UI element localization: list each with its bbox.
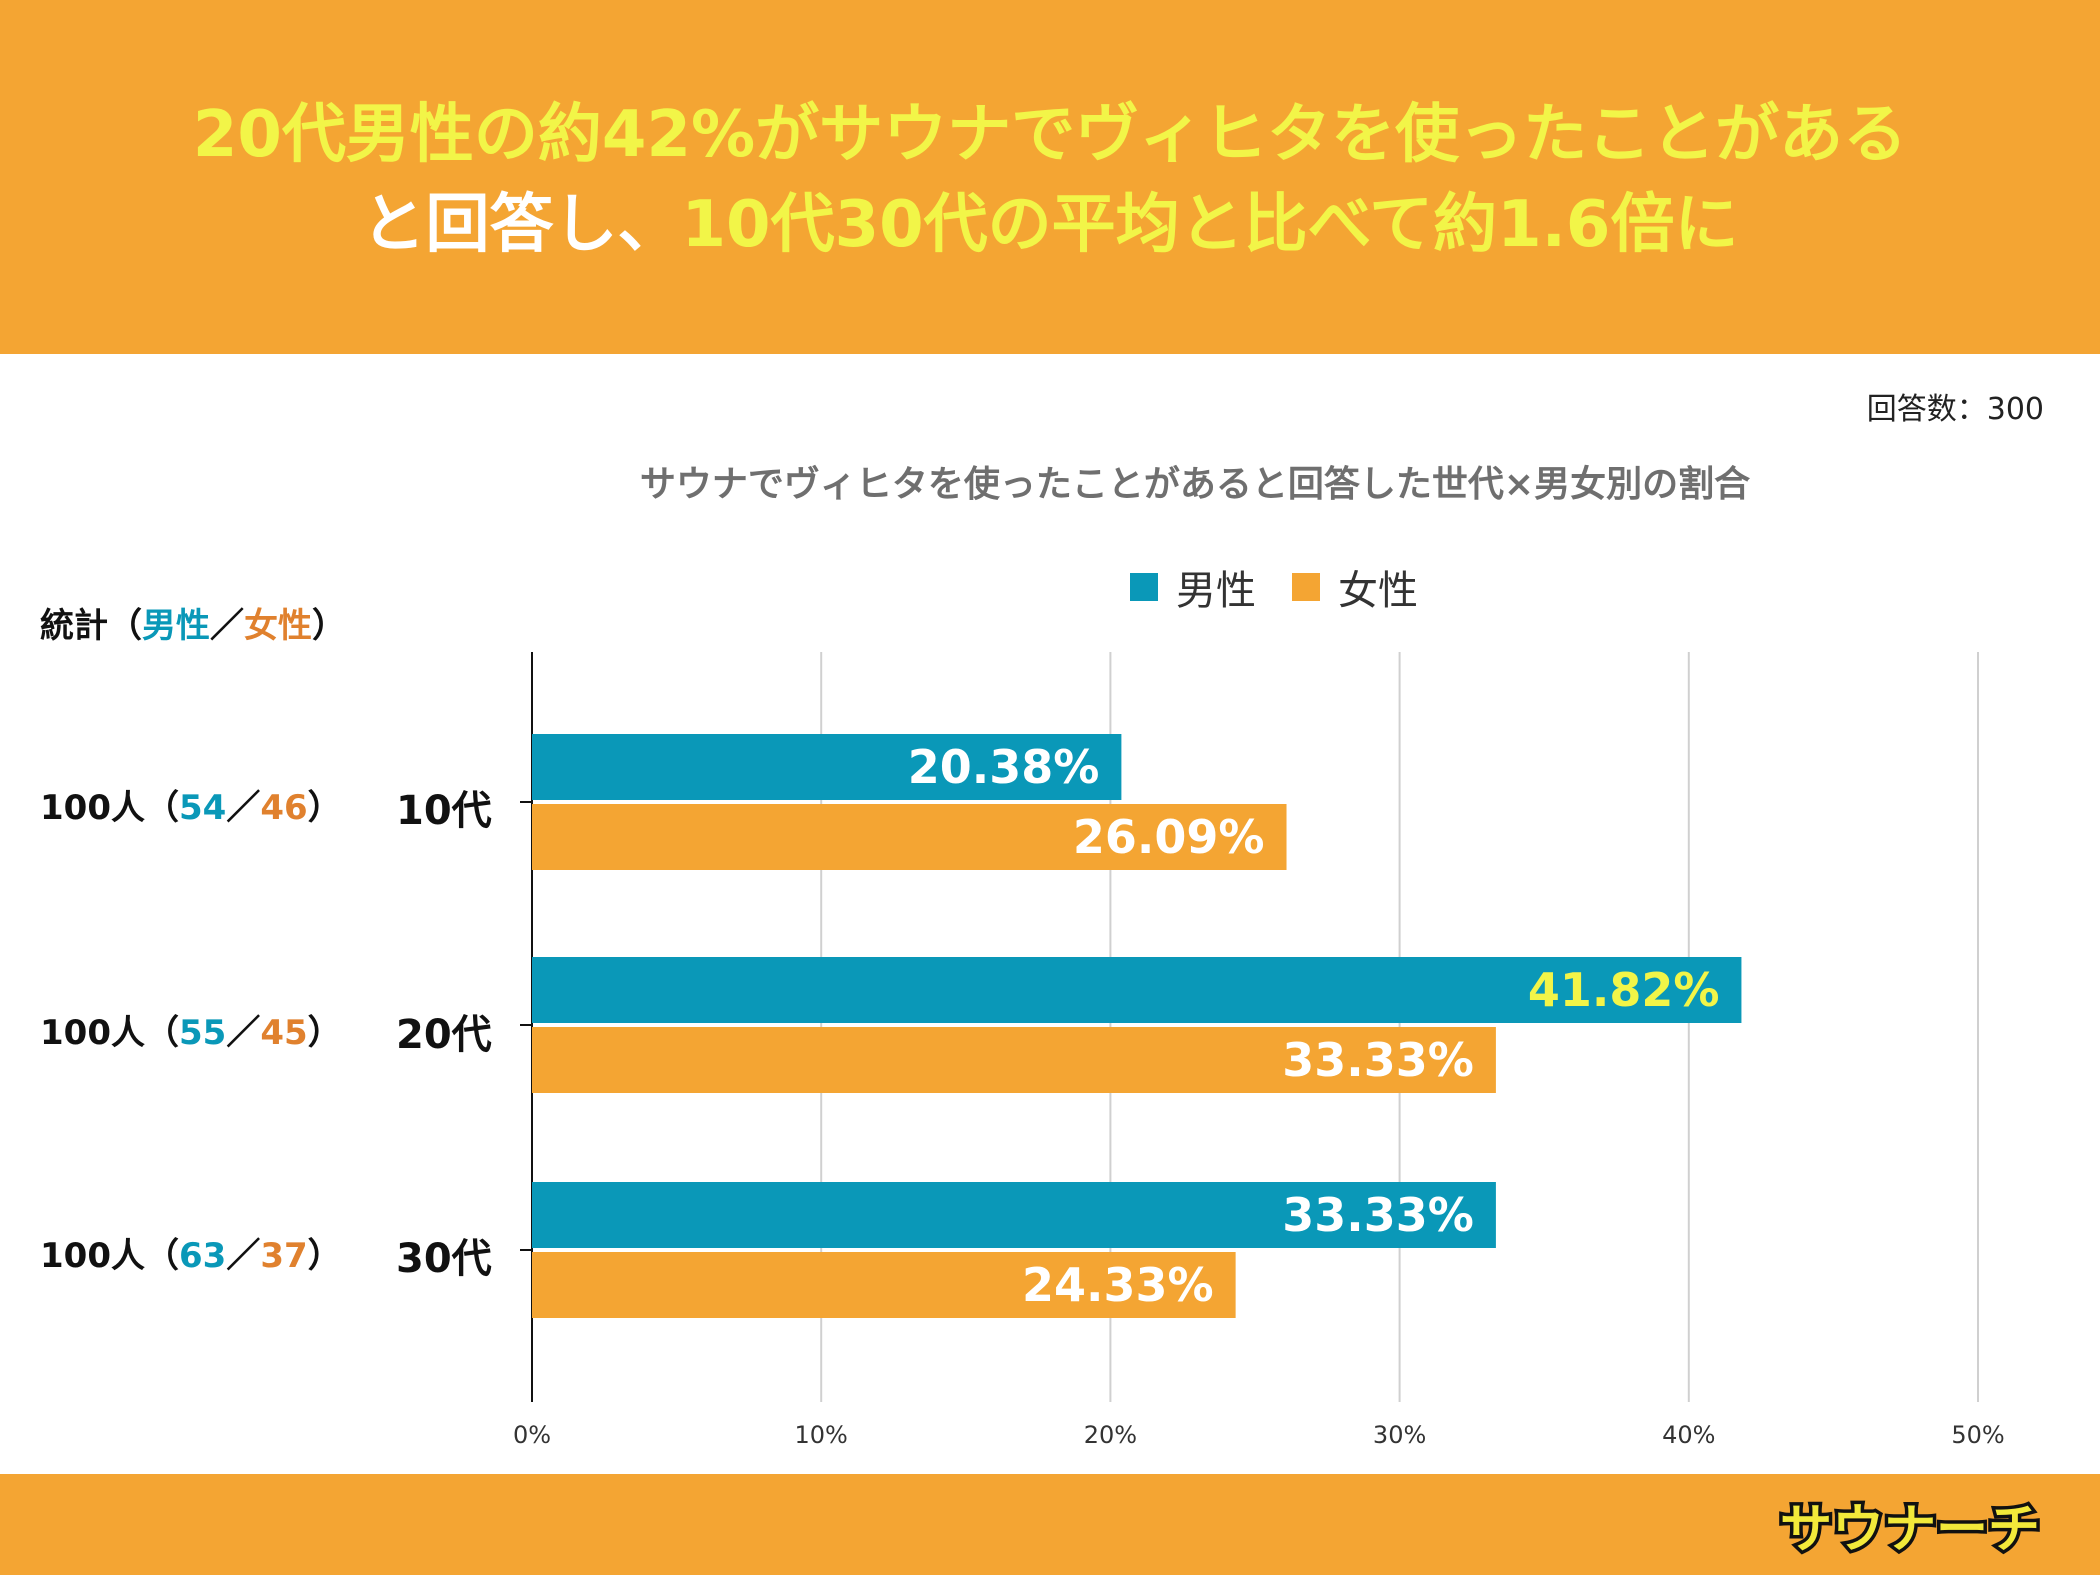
- stat-male-count: 55: [178, 1013, 227, 1053]
- x-tick-label: 20%: [1084, 1421, 1137, 1449]
- legend-swatch-male: [1130, 573, 1158, 601]
- stat-male-count: 63: [178, 1236, 227, 1276]
- stats-header-male: 男性: [142, 606, 210, 646]
- stats-header-suffix: ）: [312, 606, 346, 646]
- bar: [532, 1027, 1496, 1093]
- stat-row-30s: 100人（63／37）: [40, 1228, 342, 1277]
- x-tick-label: 40%: [1662, 1421, 1715, 1449]
- chart-legend: 男性 女性: [1130, 562, 1454, 614]
- legend-label-female: 女性: [1338, 568, 1418, 614]
- stat-row-20s: 100人（55／45）: [40, 1005, 342, 1054]
- x-tick-label: 30%: [1373, 1421, 1426, 1449]
- stat-sep: ／: [226, 1236, 261, 1276]
- bar-value-label: 41.82%: [1528, 963, 1720, 1017]
- stats-header-prefix: 統計（: [40, 606, 142, 646]
- legend-item-male: 男性: [1130, 558, 1256, 616]
- legend-label-male: 男性: [1176, 568, 1256, 614]
- stat-row-10s: 100人（54／46）: [40, 780, 342, 829]
- bar-value-label: 20.38%: [908, 740, 1100, 794]
- bar: [532, 1182, 1496, 1248]
- bar-value-label: 33.33%: [1282, 1188, 1474, 1242]
- stat-female-count: 45: [260, 1013, 308, 1053]
- chart-title: サウナでヴィヒタを使ったことがあると回答した世代×男女別の割合: [639, 464, 1751, 505]
- footer-banner: [0, 1474, 2100, 1575]
- header-banner: [0, 0, 2100, 354]
- x-tick-label: 50%: [1951, 1421, 2004, 1449]
- headline-line-2: と回答し、10代30代の平均と比べて約1.6倍に: [0, 180, 2100, 270]
- stat-total: 100人（: [40, 788, 179, 828]
- stats-header-sep: ／: [210, 606, 244, 646]
- stat-total: 100人（: [40, 1013, 179, 1053]
- stat-close: ）: [307, 1013, 342, 1053]
- bar-value-label: 26.09%: [1073, 810, 1265, 864]
- category-label-20s: 20代: [396, 1012, 492, 1058]
- sauna-hat-logo-icon: サウナーチ: [1776, 1497, 2043, 1564]
- legend-swatch-female: [1292, 573, 1320, 601]
- x-tick-label: 10%: [795, 1421, 848, 1449]
- legend-item-female: 女性: [1292, 558, 1418, 616]
- bar: [532, 1252, 1236, 1318]
- stats-header: 統計（男性／女性）: [40, 598, 346, 647]
- bar-chart: 0% 10% 20% 30% 40% 50% 20.38% 41.82% 33.33% 26.09…: [513, 652, 2005, 1449]
- logo-text: サウナーチ: [1780, 1500, 2040, 1560]
- bar: [532, 734, 1122, 800]
- stat-sep: ／: [226, 1013, 261, 1053]
- x-tick-label: 0%: [513, 1421, 551, 1449]
- bar: [532, 804, 1287, 870]
- headline-line-2-yellow: 10代30代の平均と比べて約1.6倍に: [681, 188, 1739, 262]
- headline-line-1: 20代男性の約42%がサウナでヴィヒタを使ったことがある: [0, 90, 2100, 180]
- bar-value-label: 33.33%: [1282, 1033, 1474, 1087]
- stat-female-count: 37: [260, 1236, 308, 1276]
- stat-close: ）: [307, 1236, 342, 1276]
- bar-value-label: 24.33%: [1022, 1258, 1214, 1312]
- headline-line-2-white: と回答し、: [361, 188, 682, 262]
- stat-male-count: 54: [178, 788, 227, 828]
- stat-sep: ／: [226, 788, 261, 828]
- stats-header-female: 女性: [244, 606, 312, 646]
- stat-female-count: 46: [260, 788, 308, 828]
- category-label-10s: 10代: [396, 788, 492, 834]
- stat-close: ）: [307, 788, 342, 828]
- headline-line-1-text: 20代男性の約42%がサウナでヴィヒタを使ったことがある: [192, 98, 1908, 172]
- respondent-count: 回答数：300: [1866, 392, 2044, 427]
- stat-total: 100人（: [40, 1236, 179, 1276]
- bar: [532, 957, 1742, 1023]
- category-label-30s: 30代: [396, 1236, 492, 1282]
